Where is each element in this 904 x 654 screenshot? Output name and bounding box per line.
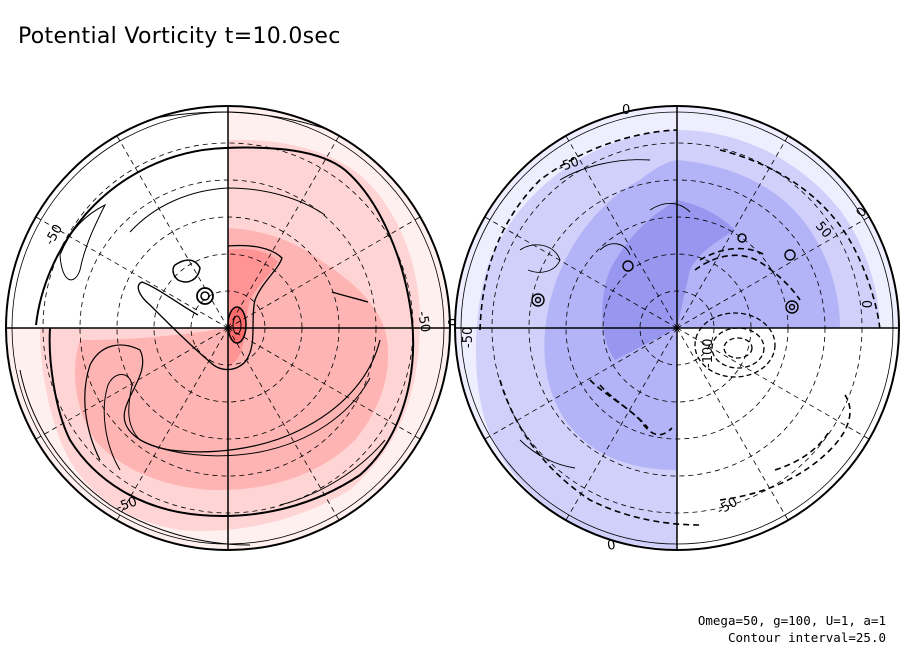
contour — [599, 384, 649, 429]
pv-region-level3 — [602, 200, 735, 360]
contour — [499, 379, 701, 526]
contour — [479, 129, 678, 331]
contour — [774, 429, 831, 471]
contour — [719, 394, 851, 501]
contour-label: 0 — [606, 538, 617, 554]
parameter-line: Omega=50, g=100, U=1, a=1 — [697, 613, 886, 628]
contour — [719, 149, 881, 331]
right-polar-map: 0 -50 0 50 -50 -100 0 -50 0 — [454, 103, 900, 554]
contour — [694, 254, 801, 301]
contour — [84, 339, 381, 461]
contour — [137, 244, 283, 371]
contour — [279, 439, 386, 506]
contour — [331, 291, 369, 303]
contour-label: -50 — [114, 494, 139, 515]
contour-label: -50 — [461, 327, 476, 348]
left-polar-map: -50 -50 -50 0 — [5, 105, 459, 551]
pv-region-level2 — [544, 160, 840, 470]
contour — [19, 369, 251, 546]
contour — [35, 146, 415, 517]
contour-label: -100 — [701, 338, 716, 368]
parameter-info: Omega=50, g=100, U=1, a=1 Contour interv… — [698, 612, 886, 646]
contour-label: 0 — [444, 318, 459, 326]
contour — [103, 374, 371, 471]
contour — [59, 203, 107, 281]
contour-label: -50 — [556, 154, 581, 175]
contour-label: -50 — [414, 310, 432, 334]
contour-label: 0 — [622, 103, 630, 118]
contour-label: 0 — [858, 300, 873, 308]
contour — [172, 259, 201, 283]
contour-interval-line: Contour interval=25.0 — [727, 630, 886, 645]
plot-title: Potential Vorticity t=10.0sec — [18, 24, 341, 49]
pv-minimum — [723, 337, 753, 359]
contour — [699, 247, 766, 261]
